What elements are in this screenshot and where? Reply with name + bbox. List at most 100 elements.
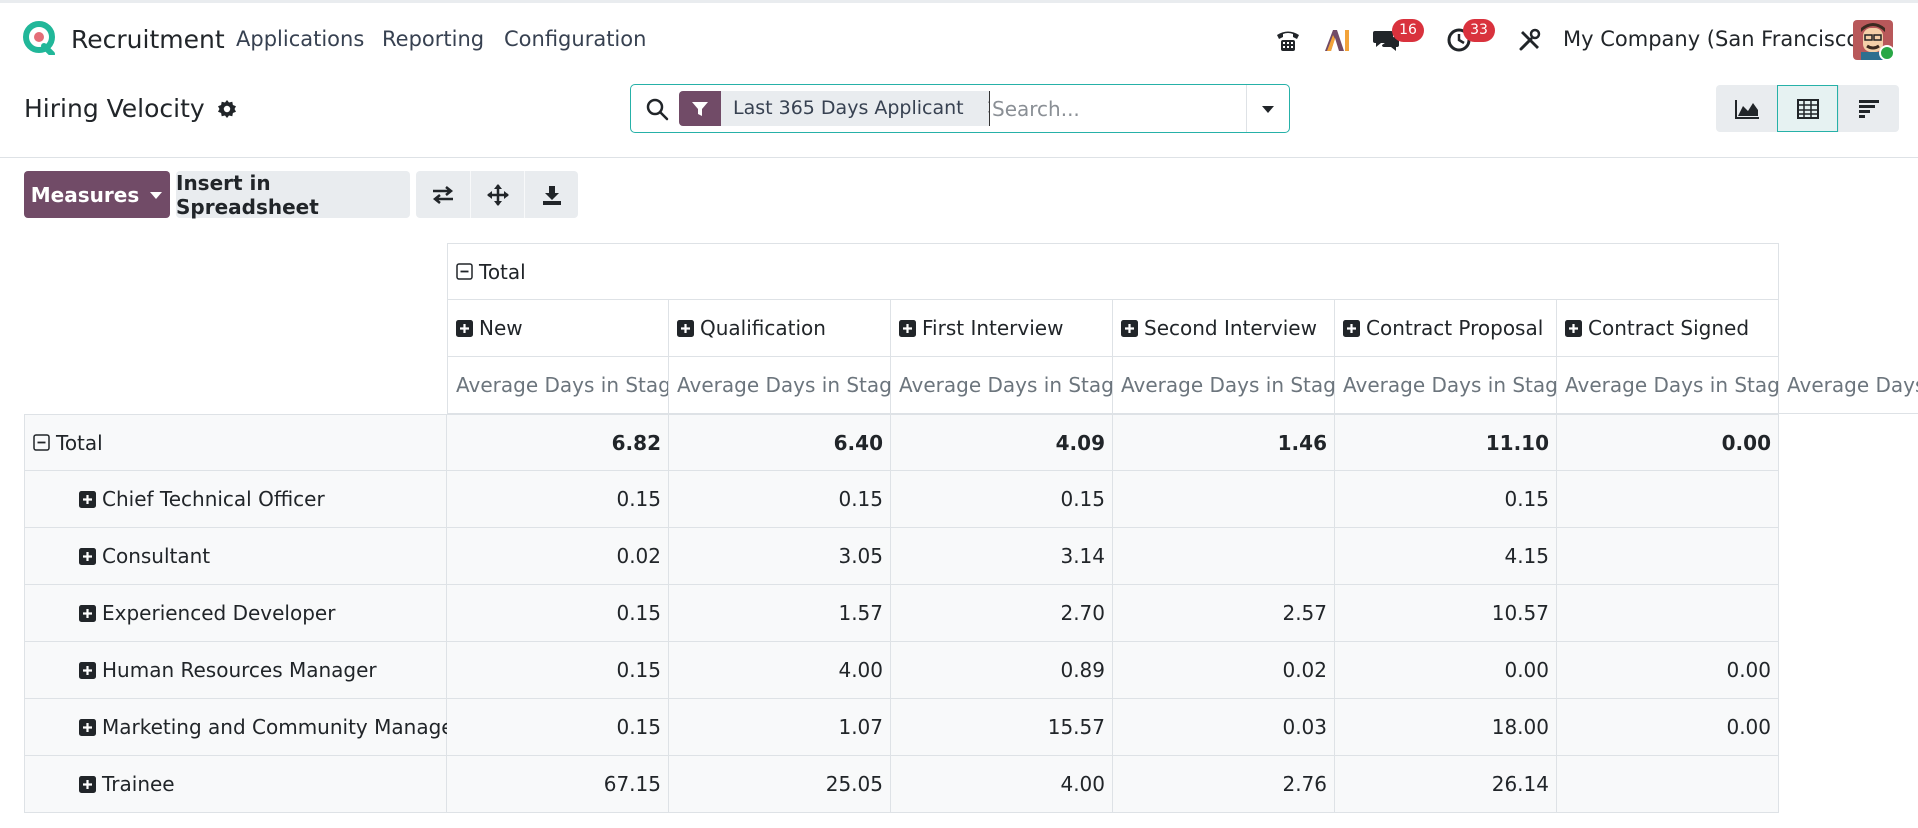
col-header-total-label: Total <box>479 259 526 284</box>
menu-reporting[interactable]: Reporting <box>382 27 485 51</box>
app-name[interactable]: Recruitment <box>71 25 225 54</box>
total-cell: 0.00 <box>1557 414 1779 471</box>
expand-icon[interactable] <box>1121 319 1138 337</box>
measure-header[interactable]: Average Days in Stage <box>1335 357 1557 414</box>
graph-view-icon <box>1734 99 1759 119</box>
search-icon[interactable] <box>645 97 669 121</box>
col-header-stage[interactable]: Qualification <box>669 300 891 357</box>
measure-header[interactable]: Average Days in Stage <box>1113 357 1335 414</box>
user-avatar[interactable] <box>1853 20 1893 60</box>
row-header-total[interactable]: Total <box>24 414 447 471</box>
flip-axis-button[interactable] <box>416 171 470 218</box>
search-input[interactable] <box>989 91 1239 126</box>
menu-applications[interactable]: Applications <box>236 27 365 51</box>
expand-icon[interactable] <box>79 775 96 793</box>
value-cell: 0.15 <box>447 585 669 642</box>
value-cell: 1.57 <box>669 585 891 642</box>
row-header-job[interactable]: Experienced Developer <box>24 585 447 642</box>
top-navbar: Recruitment Applications Reporting Confi… <box>0 0 1918 78</box>
row-header-total-label: Total <box>56 430 103 455</box>
value-cell: 4.00 <box>891 756 1113 813</box>
filter-icon <box>679 91 721 126</box>
value-cell: 0.15 <box>891 471 1113 528</box>
expand-icon[interactable] <box>79 718 96 736</box>
total-cell: 11.10 <box>1335 414 1557 471</box>
phone-icon[interactable] <box>1273 25 1303 55</box>
row-header-job-label: Trainee <box>102 772 175 796</box>
pivot-view-button[interactable] <box>1777 85 1838 132</box>
col-header-stage[interactable]: Contract Proposal <box>1335 300 1557 357</box>
gear-icon[interactable] <box>217 99 237 119</box>
value-cell: 0.03 <box>1113 699 1335 756</box>
expand-icon[interactable] <box>899 319 916 337</box>
collapse-icon[interactable] <box>456 263 473 280</box>
expand-icon[interactable] <box>677 319 694 337</box>
col-header-stage[interactable]: Second Interview <box>1113 300 1335 357</box>
control-panel: Hiring Velocity Last 365 Days Applicant … <box>0 78 1918 158</box>
col-header-stage-label: Contract Proposal <box>1366 316 1544 340</box>
value-cell <box>1557 471 1779 528</box>
measure-header[interactable]: Average Days in Stage <box>669 357 891 414</box>
expand-icon[interactable] <box>456 319 473 337</box>
expand-icon[interactable] <box>79 547 96 565</box>
measure-header-total[interactable]: Average Days i <box>1779 357 1918 414</box>
col-header-stage[interactable]: New <box>447 300 669 357</box>
total-cell: 6.82 <box>447 414 669 471</box>
value-cell: 0.00 <box>1335 642 1557 699</box>
measure-header[interactable]: Average Days in Stage <box>891 357 1113 414</box>
row-header-job[interactable]: Consultant <box>24 528 447 585</box>
row-header-job-label: Consultant <box>102 544 211 568</box>
expand-icon[interactable] <box>1343 319 1360 337</box>
col-header-stage-label: Qualification <box>700 316 826 340</box>
value-cell: 18.00 <box>1335 699 1557 756</box>
expand-all-button[interactable] <box>470 171 524 218</box>
measure-header[interactable]: Average Days in Stage <box>447 357 669 414</box>
search-options-toggle[interactable] <box>1246 85 1289 132</box>
row-header-job-label: Marketing and Community Manager <box>102 715 462 739</box>
recruitment-logo-icon[interactable] <box>22 21 56 55</box>
value-cell: 3.05 <box>669 528 891 585</box>
row-header-job[interactable]: Marketing and Community Manager <box>24 699 462 756</box>
value-cell: 0.15 <box>447 642 669 699</box>
expand-icon[interactable] <box>1565 319 1582 337</box>
menu-configuration[interactable]: Configuration <box>504 27 647 51</box>
caret-down-icon <box>1262 105 1274 113</box>
col-header-total[interactable]: Total <box>447 243 1779 300</box>
col-header-stage[interactable]: Contract Signed <box>1557 300 1779 357</box>
breadcrumb: Hiring Velocity <box>24 94 237 123</box>
value-cell: 2.76 <box>1113 756 1335 813</box>
row-header-job[interactable]: Human Resources Manager <box>24 642 447 699</box>
col-header-stage[interactable]: First Interview <box>891 300 1113 357</box>
value-cell: 2.70 <box>891 585 1113 642</box>
expand-icon[interactable] <box>79 661 96 679</box>
value-cell: 0.02 <box>1113 642 1335 699</box>
value-cell <box>1557 528 1779 585</box>
insert-in-spreadsheet-button[interactable]: Insert in Spreadsheet <box>176 171 410 219</box>
debug-tools-icon[interactable] <box>1515 25 1545 55</box>
expand-icon[interactable] <box>79 604 96 622</box>
chat-icon[interactable] <box>1371 25 1401 55</box>
expand-icon[interactable] <box>79 490 96 508</box>
value-cell: 0.15 <box>447 471 669 528</box>
page-title: Hiring Velocity <box>24 94 205 123</box>
collapse-icon[interactable] <box>33 434 50 451</box>
value-cell <box>1557 585 1779 642</box>
cohort-view-button[interactable] <box>1838 85 1899 132</box>
graph-view-button[interactable] <box>1716 85 1777 132</box>
total-cell: 1.46 <box>1113 414 1335 471</box>
row-header-job[interactable]: Chief Technical Officer <box>24 471 447 528</box>
company-switcher[interactable]: My Company (San Francisco) <box>1563 27 1868 51</box>
measure-header[interactable]: Average Days in Stage <box>1557 357 1779 414</box>
value-cell: 0.15 <box>669 471 891 528</box>
col-header-stage-label: First Interview <box>922 316 1064 340</box>
value-cell: 1.07 <box>669 699 891 756</box>
ai-icon[interactable] <box>1322 25 1352 55</box>
value-cell: 2.57 <box>1113 585 1335 642</box>
download-button[interactable] <box>524 171 578 218</box>
row-header-job[interactable]: Trainee <box>24 756 447 813</box>
activity-badge: 33 <box>1463 19 1495 42</box>
value-cell: 67.15 <box>447 756 669 813</box>
measures-button[interactable]: Measures <box>24 171 170 218</box>
value-cell: 0.02 <box>447 528 669 585</box>
value-cell: 4.15 <box>1335 528 1557 585</box>
